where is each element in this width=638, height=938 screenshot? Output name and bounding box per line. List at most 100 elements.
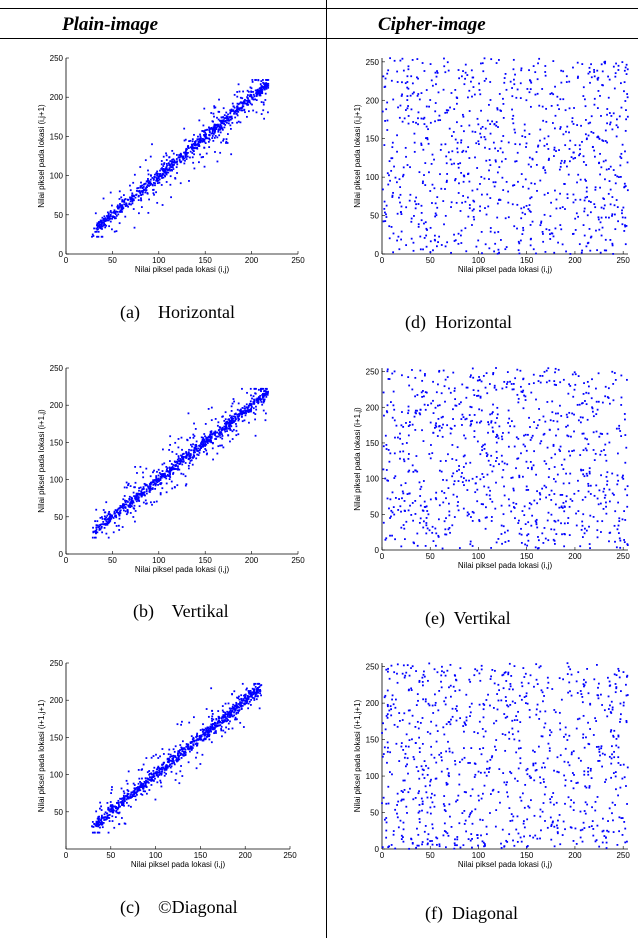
scatter-point xyxy=(554,189,556,192)
scatter-point xyxy=(208,738,211,741)
scatter-point xyxy=(240,694,243,697)
y-tick-label: 250 xyxy=(50,659,64,668)
scatter-point xyxy=(176,723,179,726)
x-tick-label: 250 xyxy=(291,256,305,265)
scatter-point xyxy=(536,490,538,493)
scatter-point xyxy=(533,182,536,185)
scatter-point xyxy=(538,104,541,107)
scatter-point xyxy=(612,65,615,68)
scatter-point xyxy=(177,465,179,468)
scatter-point xyxy=(458,468,460,471)
scatter-point xyxy=(179,754,182,756)
scatter-point xyxy=(443,491,446,494)
scatter-point xyxy=(177,455,180,458)
scatter-point xyxy=(191,138,194,141)
scatter-point xyxy=(532,248,535,251)
scatter-point xyxy=(121,207,124,210)
scatter-point xyxy=(596,107,599,109)
scatter-point xyxy=(382,188,384,191)
scatter-point xyxy=(400,545,403,548)
scatter-point xyxy=(495,367,497,369)
scatter-point xyxy=(169,473,171,476)
scatter-point xyxy=(192,143,195,145)
scatter-point xyxy=(203,737,206,740)
scatter-point xyxy=(541,105,544,108)
scatter-point xyxy=(402,166,405,169)
scatter-point xyxy=(460,229,463,232)
scatter-point xyxy=(385,108,388,111)
scatter-point xyxy=(207,728,210,731)
scatter-point xyxy=(386,689,389,692)
scatter-point xyxy=(428,529,431,532)
scatter-point xyxy=(393,477,396,479)
scatter-point xyxy=(232,420,235,423)
scatter-point xyxy=(515,436,518,439)
scatter-point xyxy=(217,130,220,133)
scatter-point xyxy=(148,198,150,201)
scatter-point xyxy=(222,729,225,732)
scatter-point xyxy=(500,435,503,438)
scatter-point xyxy=(387,69,390,72)
scatter-point xyxy=(446,111,448,114)
scatter-point xyxy=(175,154,178,156)
scatter-point xyxy=(606,471,609,474)
x-tick-label: 50 xyxy=(426,552,435,561)
x-tick-label: 50 xyxy=(426,851,435,860)
scatter-point xyxy=(199,445,201,448)
scatter-point xyxy=(547,135,550,138)
scatter-point xyxy=(448,510,451,513)
scatter-point xyxy=(458,547,461,549)
scatter-point xyxy=(445,517,447,520)
scatter-point xyxy=(137,187,140,189)
scatter-point xyxy=(115,806,118,808)
scatter-point xyxy=(574,217,577,220)
scatter-point xyxy=(147,485,149,488)
scatter-point xyxy=(438,429,441,432)
scatter-point xyxy=(195,457,198,460)
scatter-point xyxy=(560,506,563,509)
scatter-point xyxy=(100,219,102,222)
scatter-point xyxy=(613,524,616,527)
scatter-point xyxy=(169,470,172,473)
scatter-point xyxy=(201,739,204,742)
scatter-point xyxy=(218,98,220,101)
scatter-point xyxy=(255,95,258,97)
scatter-point xyxy=(425,125,428,128)
scatter-point xyxy=(520,67,523,70)
scatter-point xyxy=(217,118,220,121)
scatter-point xyxy=(413,150,416,153)
scatter-point xyxy=(562,98,565,101)
scatter-point xyxy=(222,138,225,141)
scatter-point xyxy=(188,448,190,451)
scatter-point xyxy=(621,518,624,521)
scatter-point xyxy=(166,761,169,763)
scatter-point xyxy=(250,95,253,98)
scatter-point xyxy=(582,224,585,226)
scatter-point xyxy=(207,735,210,737)
scatter-point xyxy=(257,91,260,94)
scatter-point xyxy=(132,199,135,202)
scatter-point xyxy=(445,533,448,536)
scatter-point xyxy=(146,780,149,783)
scatter-point xyxy=(210,436,213,439)
scatter-point xyxy=(151,143,153,146)
scatter-point xyxy=(432,380,434,383)
scatter-point xyxy=(523,505,526,508)
y-tick-label: 150 xyxy=(50,438,64,447)
scatter-point xyxy=(249,704,252,706)
scatter-point xyxy=(623,776,626,779)
scatter-point xyxy=(206,436,209,439)
scatter-point xyxy=(192,743,195,746)
scatter-point xyxy=(149,485,151,487)
scatter-point xyxy=(142,492,145,495)
scatter-point xyxy=(156,768,159,771)
scatter-point xyxy=(587,692,590,695)
scatter-point xyxy=(205,728,208,731)
scatter-point xyxy=(176,484,179,487)
scatter-point xyxy=(113,510,116,513)
scatter-point xyxy=(512,501,515,504)
scatter-point xyxy=(419,235,422,238)
scatter-point xyxy=(567,173,570,176)
scatter-point xyxy=(466,514,469,517)
scatter-point xyxy=(210,127,212,130)
